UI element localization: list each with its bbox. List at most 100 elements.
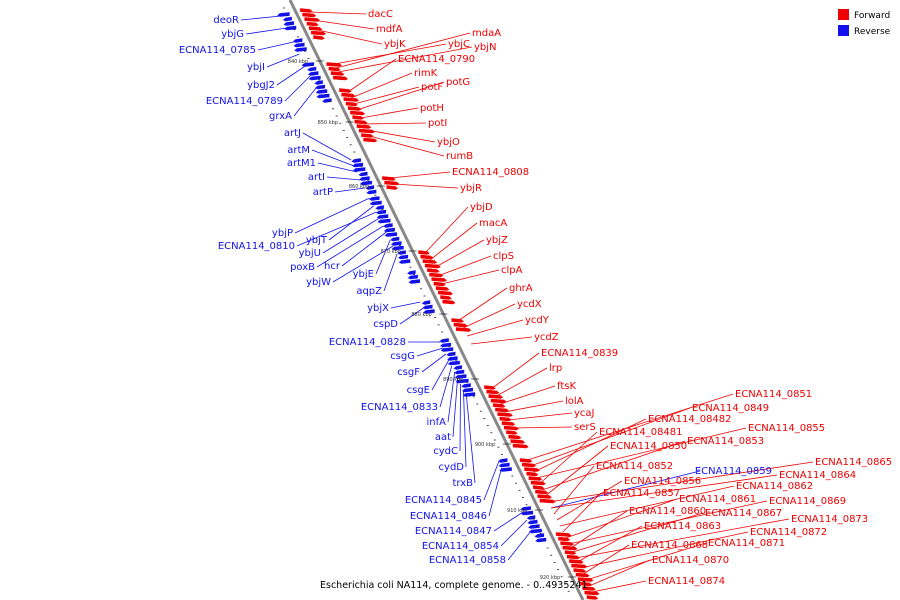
forward-gene-block [499,416,513,422]
leader-line [421,353,447,373]
gene-label: ECNA114_0839 [541,348,618,359]
gene-label: ybjI [247,62,265,73]
leader-line [429,222,478,261]
leader-line [577,525,643,563]
leader-line [341,231,387,267]
gene-label: ftsK [557,381,576,392]
leader-line [583,544,630,575]
reverse-gene-block [321,97,333,104]
forward-gene-block [381,175,397,182]
reverse-gene-block [315,88,328,95]
gene-label: artJ [284,128,301,139]
gene-label: ECNA114_0789 [206,96,283,107]
forward-gene-block [358,128,376,134]
gene-label: ECNA114_0858 [429,555,506,566]
reverse-gene-block [314,84,326,90]
forward-gene-block [306,21,320,27]
reverse-gene-block [452,364,463,371]
gene-label: ybjR [460,183,482,194]
reverse-gene-block [406,269,417,276]
forward-gene-block [362,137,379,143]
legend-forward-swatch [838,9,849,20]
reverse-gene-block [368,195,380,202]
leader-line [326,176,361,181]
gene-label: cspD [373,319,398,330]
gene-label: ECNA114_0859 [695,466,772,477]
leader-line [570,510,628,549]
reverse-gene-block [526,519,538,525]
forward-gene-block [356,123,372,130]
leader-line [369,135,445,157]
gene-label: ECNA114_0785 [179,45,256,56]
reverse-gene-block [497,457,508,464]
gene-label: ECNA114_0790 [398,54,475,65]
forward-gene-block [577,576,595,583]
leader-line [551,470,701,509]
leader-line [245,27,287,35]
leader-line [336,32,471,69]
leader-line [332,245,394,283]
leader-line [363,122,427,125]
forward-gene-block [496,411,514,418]
gene-label: ECNA114_0851 [735,389,812,400]
gene-label: ECNA114_0868 [631,540,708,551]
leader-line [553,465,595,515]
leader-line [459,287,508,321]
leader-line [507,529,533,561]
tick-label: 850 kbp [318,120,338,126]
gene-label: ECNA114_0855 [748,423,825,434]
gene-label: trxB [452,478,473,489]
reverse-gene-block [282,16,293,22]
gene-label: dacC [368,9,393,20]
gene-label: ybjX [367,303,389,314]
leader-line [322,217,380,254]
legend: Forward Reverse [838,9,891,37]
gene-label: ECNA114_0867 [705,508,782,519]
gene-label: ECNA114_0873 [791,514,868,525]
reverse-gene-block [359,180,373,186]
gene-label: aat [435,432,451,443]
tick-label: 920 kbp [540,575,560,581]
reverse-gene-block [376,218,391,224]
leader-line [589,559,651,587]
forward-gene-block [437,290,454,296]
gene-label: ECNA114_0862 [736,481,813,492]
gene-label: ybjE [353,269,374,280]
forward-gene-block [562,545,579,551]
forward-gene-block [575,572,591,578]
gene-label: ybjN [474,42,497,53]
gene-label: ECNA114_0853 [687,436,764,447]
gene-label: ybjP [272,228,293,239]
reverse-gene-block [397,254,409,260]
reverse-gene-block [350,157,362,164]
leader-line [500,519,528,547]
leader-line [488,467,502,517]
reverse-gene-block [534,537,547,543]
leader-line [463,303,516,329]
gene-label: ECNA114_0870 [652,555,729,566]
forward-gene-block [417,249,431,256]
leader-line [356,81,445,111]
gene-label: artM [287,145,310,156]
leader-line [568,500,768,545]
leader-line [425,206,469,253]
reverse-gene-block [533,532,545,539]
leader-line [284,75,311,102]
gene-label: ybjU [299,248,321,259]
gene-label: hcr [324,261,341,272]
leader-line [312,19,375,30]
leader-line [366,129,436,143]
reverse-gene-block [453,369,465,375]
reverse-gene-block [438,337,450,344]
leader-line [399,307,424,325]
gene-label: ybjG [221,29,244,40]
gene-label: ybjK [384,39,406,50]
leader-line [572,512,704,553]
leader-line [439,365,453,408]
leader-line [533,418,647,473]
gene-label: ghrA [509,283,533,294]
leader-line [350,72,413,99]
forward-gene-block [304,16,321,23]
leader-line [389,171,451,179]
